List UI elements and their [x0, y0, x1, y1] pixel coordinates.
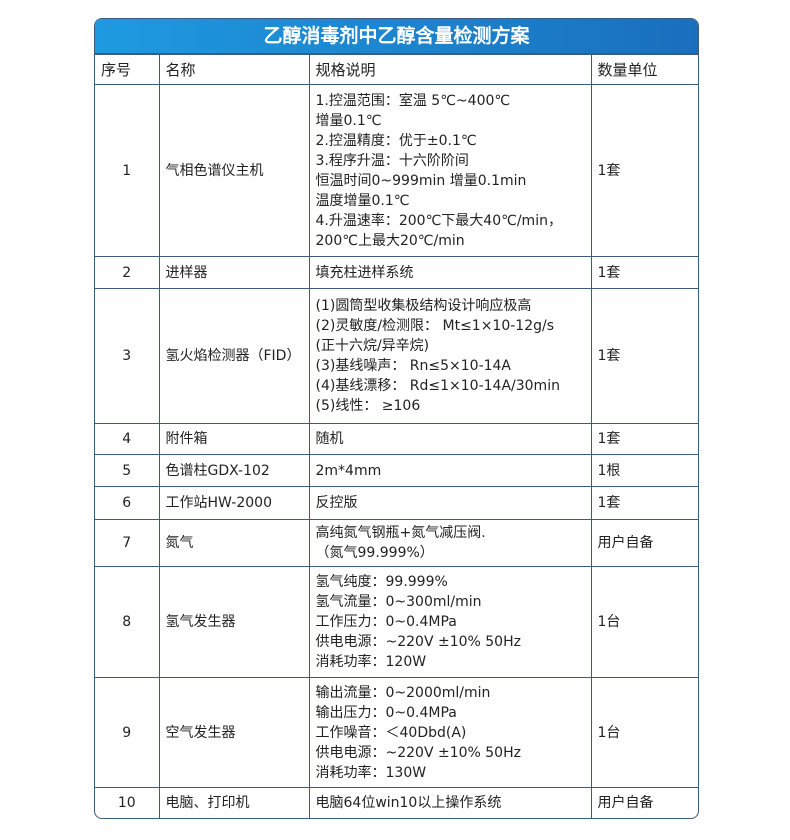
- item-quantity: 1根: [590, 454, 698, 487]
- equipment-table: 序号 名称 规格说明 数量单位 1 气相色谱仪主机 1.控温范围：室温 5℃~400…: [95, 54, 698, 818]
- table-row: 6 工作站HW-2000 反控版 1套: [95, 486, 698, 520]
- spec-line: 输出流量：0~2000ml/min: [315, 684, 491, 701]
- item-spec: 1.控温范围：室温 5℃~400℃ 增量0.1℃ 2.控温精度：优于±0.1℃ 3.程…: [308, 84, 592, 257]
- spec-line: 4.升温速率：200℃下最大40℃/min，: [315, 212, 562, 229]
- item-spec: 电脑64位win10以上操作系统: [308, 787, 592, 818]
- item-spec: (1)圆筒型收集极结构设计响应极高 (2)灵敏度/检测限： Mt≤1×10-12g…: [308, 288, 592, 424]
- spec-line: 工作压力：0~0.4MPa: [315, 614, 457, 630]
- item-quantity: 1套: [590, 486, 698, 520]
- header-spec: 规格说明: [308, 54, 592, 85]
- item-name: 电脑、打印机: [158, 787, 310, 818]
- spec-line: 反控版: [315, 495, 358, 511]
- item-name: 色谱柱GDX-102: [158, 454, 310, 487]
- header-name: 名称: [158, 54, 310, 85]
- item-spec: 2m*4mm: [308, 454, 592, 487]
- item-name: 氢气发生器: [158, 566, 310, 678]
- spec-line: 3.程序升温：十六阶阶间: [315, 152, 469, 169]
- spec-line: (3)基线噪声： Rn≤5×10-14A: [315, 358, 512, 374]
- item-spec: 氢气纯度：99.999% 氢气流量：0~300ml/min 工作压力：0~0.4MP…: [308, 566, 592, 678]
- spec-line: 温度增量0.1℃: [315, 192, 410, 209]
- spec-line: 高纯氮气钢瓶+氮气减压阀.: [315, 525, 486, 541]
- spec-line: 电脑64位win10以上操作系统: [315, 794, 502, 811]
- row-number: 9: [95, 677, 160, 788]
- item-quantity: 用户自备: [590, 519, 698, 567]
- item-quantity: 1台: [590, 566, 698, 678]
- table-row: 8 氢气发生器 氢气纯度：99.999% 氢气流量：0~300ml/min 工作压力：0…: [95, 566, 698, 678]
- spec-line: (1)圆筒型收集极结构设计响应极高: [315, 298, 532, 314]
- spec-line: 输出压力：0~0.4MPa: [315, 704, 457, 721]
- item-quantity: 1台: [590, 677, 698, 788]
- item-spec: 高纯氮气钢瓶+氮气减压阀. （氮气99.999%）: [308, 519, 592, 567]
- spec-line: 供电电源：~220V ±10% 50Hz: [315, 634, 521, 650]
- table-row: 2 进样器 填充柱进样系统 1套: [95, 256, 698, 289]
- header-row: 序号 名称 规格说明 数量单位: [95, 54, 698, 85]
- spec-line: 供电电源：~220V ±10% 50Hz: [315, 744, 521, 761]
- item-spec: 填充柱进样系统: [308, 256, 592, 289]
- item-quantity: 1套: [590, 256, 698, 289]
- table-row: 4 附件箱 随机 1套: [95, 423, 698, 455]
- spec-line: 氢气纯度：99.999%: [315, 574, 448, 590]
- table-title: 乙醇消毒剂中乙醇含量检测方案: [95, 19, 698, 54]
- row-number: 4: [95, 423, 160, 455]
- spec-line: 工作噪音：＜40Dbd(A): [315, 724, 467, 741]
- spec-line: 1.控温范围：室温 5℃~400℃: [315, 92, 511, 109]
- spec-line: 增量0.1℃: [315, 112, 382, 129]
- row-number: 5: [95, 454, 160, 487]
- item-name: 进样器: [158, 256, 310, 289]
- row-number: 2: [95, 256, 160, 289]
- item-spec: 随机: [308, 423, 592, 455]
- spec-line: 随机: [315, 431, 344, 447]
- item-name: 空气发生器: [158, 677, 310, 788]
- item-name: 工作站HW-2000: [158, 486, 310, 520]
- spec-line: (5)线性： ≥106: [315, 398, 421, 414]
- spec-line: 2.控温精度：优于±0.1℃: [315, 132, 477, 149]
- spec-line: 氢气流量：0~300ml/min: [315, 594, 482, 610]
- item-quantity: 1套: [590, 423, 698, 455]
- header-qty: 数量单位: [590, 54, 698, 85]
- spec-line: (正十六烷/异辛烷): [315, 338, 430, 354]
- row-number: 10: [95, 787, 160, 818]
- spec-line: 消耗功率：120W: [315, 654, 427, 670]
- row-number: 8: [95, 566, 160, 678]
- equipment-table-card: 乙醇消毒剂中乙醇含量检测方案 序号 名称 规格说明 数量单位 1 气相色谱仪主机 1…: [94, 18, 699, 819]
- item-name: 氢火焰检测器（FID）: [158, 288, 310, 424]
- row-number: 3: [95, 288, 160, 424]
- spec-line: (4)基线漂移： Rd≤1×10-14A/30min: [315, 378, 560, 394]
- spec-line: 恒温时间0~999min 增量0.1min: [315, 172, 527, 189]
- item-name: 附件箱: [158, 423, 310, 455]
- table-row: 3 氢火焰检测器（FID） (1)圆筒型收集极结构设计响应极高 (2)灵敏度/检测限：…: [95, 288, 698, 424]
- item-spec: 输出流量：0~2000ml/min 输出压力：0~0.4MPa 工作噪音：＜40Db…: [308, 677, 592, 788]
- spec-line: 填充柱进样系统: [315, 264, 414, 281]
- item-quantity: 用户自备: [590, 787, 698, 818]
- item-quantity: 1套: [590, 288, 698, 424]
- row-number: 6: [95, 486, 160, 520]
- table-row: 10 电脑、打印机 电脑64位win10以上操作系统 用户自备: [95, 787, 698, 818]
- spec-line: 2m*4mm: [315, 462, 382, 479]
- row-number: 7: [95, 519, 160, 567]
- item-name: 氮气: [158, 519, 310, 567]
- spec-line: 200℃上最大20℃/min: [315, 232, 465, 249]
- spec-line: 消耗功率：130W: [315, 764, 427, 781]
- item-name: 气相色谱仪主机: [158, 84, 310, 257]
- spec-line: （氮气99.999%）: [315, 545, 434, 561]
- table-row: 7 氮气 高纯氮气钢瓶+氮气减压阀. （氮气99.999%） 用户自备: [95, 519, 698, 567]
- table-row: 1 气相色谱仪主机 1.控温范围：室温 5℃~400℃ 增量0.1℃ 2.控温精度：优于…: [95, 84, 698, 257]
- item-spec: 反控版: [308, 486, 592, 520]
- spec-line: (2)灵敏度/检测限： Mt≤1×10-12g/s: [315, 318, 555, 334]
- table-row: 9 空气发生器 输出流量：0~2000ml/min 输出压力：0~0.4MPa 工作噪音…: [95, 677, 698, 788]
- table-row: 5 色谱柱GDX-102 2m*4mm 1根: [95, 454, 698, 487]
- item-quantity: 1套: [590, 84, 698, 257]
- row-number: 1: [95, 84, 160, 257]
- header-no: 序号: [95, 54, 160, 85]
